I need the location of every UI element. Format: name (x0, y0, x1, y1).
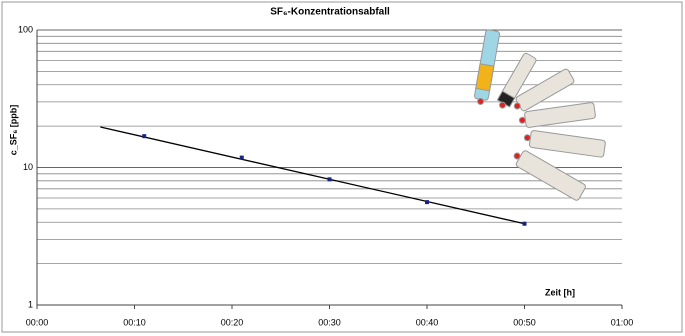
x-tick-label: 00:20 (221, 317, 244, 327)
data-point (328, 177, 332, 181)
data-point (523, 222, 527, 226)
chart: SF₆-Konzentrationsabfall c_SF₆ [ppb] Zei… (0, 0, 685, 336)
y-axis-label: c_SF₆ [ppb] (8, 105, 18, 156)
x-tick-label: 00:40 (416, 317, 439, 327)
y-tick-label: 100 (18, 24, 33, 34)
y-tick-label: 1 (28, 299, 33, 309)
x-tick-label: 00:30 (318, 317, 341, 327)
data-point (425, 200, 429, 204)
x-axis-label: Zeit [h] (545, 287, 575, 297)
chart-title: SF₆-Konzentrationsabfall (270, 7, 390, 18)
x-tick-label: 00:10 (123, 317, 146, 327)
x-tick-label: 01:00 (611, 317, 634, 327)
y-tick-label: 10 (23, 162, 33, 172)
x-tick-label: 00:50 (513, 317, 536, 327)
data-point (240, 156, 244, 160)
x-tick-label: 00:00 (26, 317, 49, 327)
data-point (142, 134, 146, 138)
